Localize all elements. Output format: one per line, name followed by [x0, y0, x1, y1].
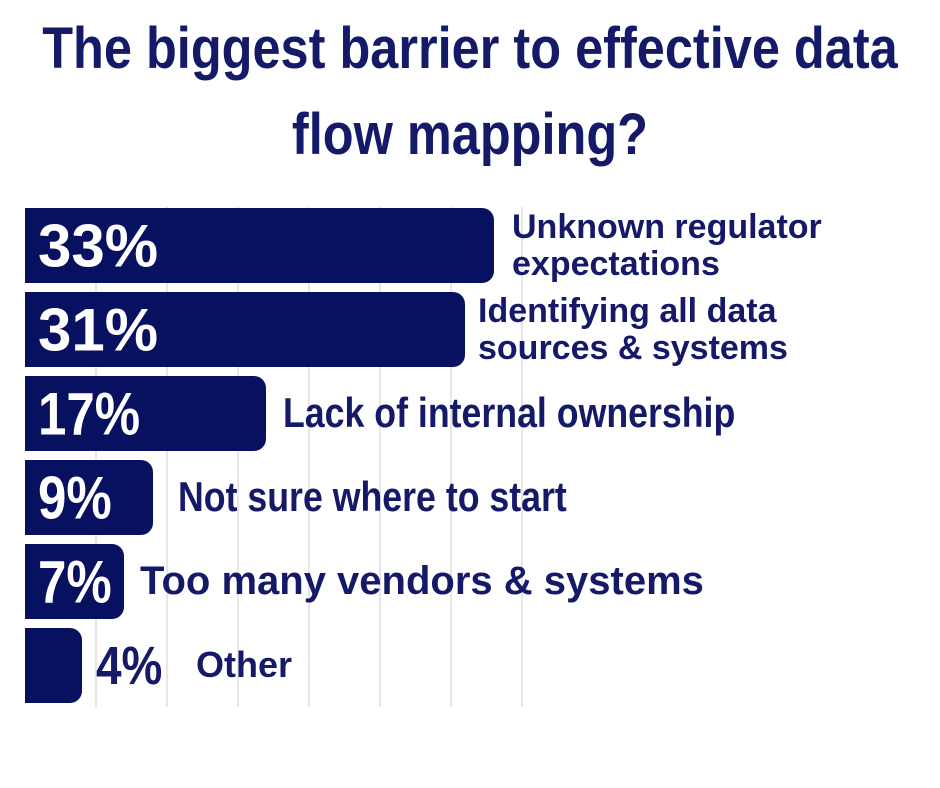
- bar-category-label: Identifying all data sources & systems: [478, 292, 788, 367]
- chart-row: 33% Unknown regulator expectations: [25, 208, 940, 283]
- chart-row: 17% Lack of internal ownership: [25, 376, 940, 451]
- bar: [25, 208, 494, 283]
- bar-value-label: 4%: [96, 635, 163, 696]
- gridline: [95, 207, 97, 707]
- bar-category-label: Other: [196, 644, 293, 686]
- gridline: [379, 207, 381, 707]
- chart-title-text: The biggest barrier to effective data fl…: [42, 16, 898, 167]
- bar-value-label: 7%: [38, 548, 112, 615]
- bar: [25, 376, 266, 451]
- bar: [25, 544, 124, 619]
- chart-row: 31% Identifying all data sources & syste…: [25, 292, 940, 367]
- gridline: [521, 207, 523, 707]
- gridline: [450, 207, 452, 707]
- bar-category-label: Not sure where to start: [178, 473, 567, 521]
- chart-row: 9% Not sure where to start: [25, 460, 940, 535]
- bar-value-label: 17%: [38, 380, 141, 447]
- bar: [25, 460, 153, 535]
- gridline: [237, 207, 239, 707]
- bar-value-label: 31%: [38, 296, 159, 363]
- bar-category-label: Unknown regulator expectations: [512, 208, 822, 283]
- bar: [25, 628, 82, 703]
- gridline: [308, 207, 310, 707]
- bar-value-label: 9%: [38, 464, 112, 531]
- bar-category-label: Lack of internal ownership: [283, 389, 736, 437]
- bar-category-label: Too many vendors & systems: [140, 559, 704, 604]
- bar: [25, 292, 465, 367]
- bar-value-label: 33%: [38, 212, 159, 279]
- gridline: [166, 207, 168, 707]
- chart-row: 7% Too many vendors & systems: [25, 544, 940, 619]
- chart-title: The biggest barrier to effective data fl…: [0, 6, 940, 178]
- chart-row: 4% Other: [25, 628, 940, 703]
